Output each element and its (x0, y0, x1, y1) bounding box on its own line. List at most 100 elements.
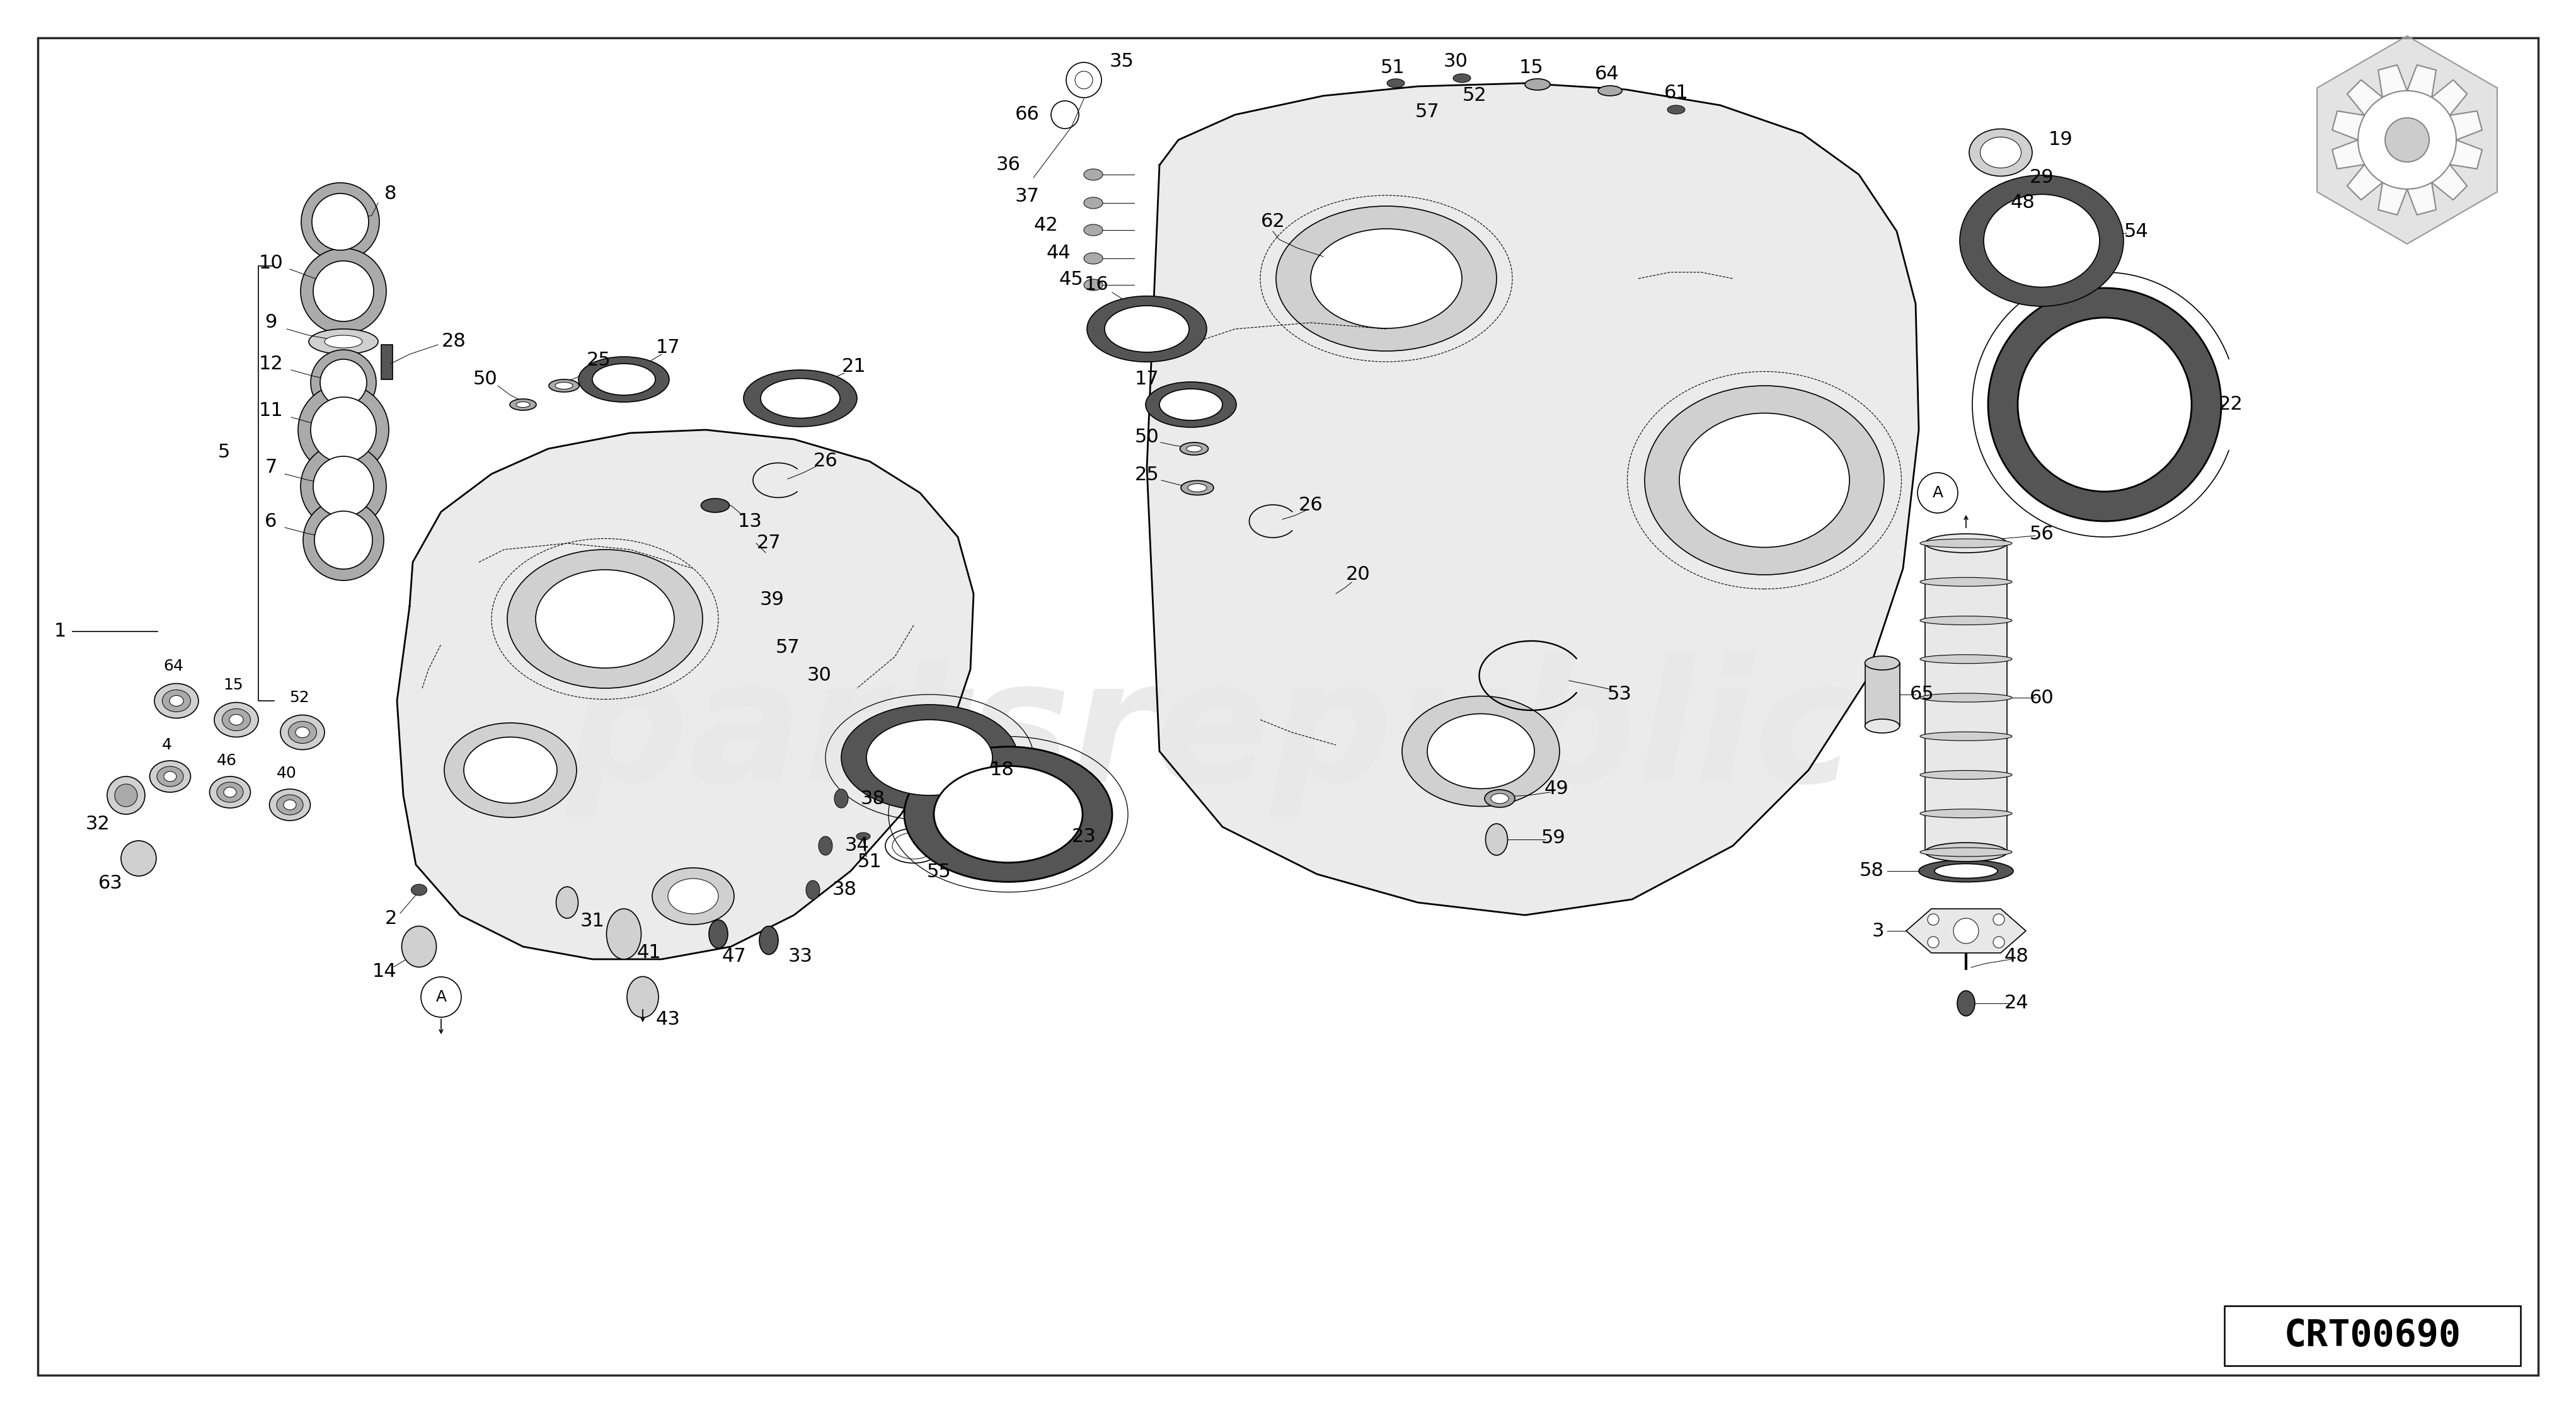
Text: 56: 56 (2030, 524, 2053, 543)
Text: 57: 57 (775, 639, 801, 657)
Text: 26: 26 (814, 452, 837, 471)
Ellipse shape (1919, 578, 2012, 586)
Ellipse shape (1667, 105, 1685, 114)
Text: 19: 19 (2048, 131, 2074, 148)
Text: 53: 53 (1607, 685, 1631, 704)
Ellipse shape (412, 885, 428, 896)
Text: 6: 6 (265, 512, 278, 530)
Polygon shape (2331, 65, 2483, 215)
Ellipse shape (1386, 79, 1404, 88)
Ellipse shape (1958, 540, 1976, 545)
Text: 8: 8 (384, 184, 397, 202)
Ellipse shape (296, 726, 309, 738)
Ellipse shape (216, 783, 242, 803)
Ellipse shape (1919, 861, 2014, 882)
Ellipse shape (1919, 810, 2012, 818)
Ellipse shape (510, 398, 536, 410)
Text: 26: 26 (1298, 496, 1324, 514)
Ellipse shape (1984, 195, 2099, 287)
Ellipse shape (314, 261, 374, 321)
Text: 45: 45 (1059, 271, 1084, 290)
Ellipse shape (1146, 382, 1236, 427)
Text: 59: 59 (1540, 829, 1566, 848)
Ellipse shape (1484, 790, 1515, 807)
Ellipse shape (1919, 538, 2012, 548)
Ellipse shape (1492, 794, 1510, 804)
Text: 31: 31 (580, 913, 605, 931)
Ellipse shape (667, 879, 719, 914)
Text: 29: 29 (2030, 168, 2053, 187)
Polygon shape (397, 430, 974, 959)
Ellipse shape (301, 444, 386, 530)
Circle shape (1953, 918, 1978, 944)
Text: 15: 15 (224, 677, 242, 692)
Text: 60: 60 (2030, 688, 2053, 706)
Ellipse shape (1680, 413, 1850, 547)
Ellipse shape (312, 350, 376, 415)
Text: 48: 48 (2004, 947, 2030, 965)
Ellipse shape (507, 550, 703, 688)
Text: 25: 25 (1133, 466, 1159, 485)
Bar (381, 345, 392, 380)
Text: 17: 17 (1133, 370, 1159, 389)
Ellipse shape (556, 383, 572, 389)
Ellipse shape (1180, 480, 1213, 495)
Ellipse shape (1924, 534, 2007, 552)
Ellipse shape (312, 194, 368, 250)
Ellipse shape (744, 370, 858, 427)
Text: 65: 65 (1909, 685, 1935, 704)
Bar (2226, 1306, 2519, 1366)
Ellipse shape (1525, 79, 1551, 90)
Text: 11: 11 (258, 401, 283, 420)
Ellipse shape (276, 794, 304, 815)
Ellipse shape (1958, 991, 1976, 1016)
Ellipse shape (1919, 770, 2012, 780)
Text: 41: 41 (636, 944, 662, 962)
Ellipse shape (229, 715, 242, 725)
Polygon shape (2316, 35, 2496, 244)
Ellipse shape (1960, 175, 2123, 307)
Text: 15: 15 (1520, 58, 1543, 76)
Text: 25: 25 (587, 352, 611, 370)
Ellipse shape (1427, 714, 1535, 788)
Ellipse shape (2017, 318, 2192, 492)
Text: 55: 55 (927, 863, 951, 882)
Text: 14: 14 (371, 962, 397, 981)
Ellipse shape (162, 690, 191, 712)
Text: 30: 30 (806, 667, 832, 685)
Ellipse shape (1084, 198, 1103, 209)
Ellipse shape (1188, 445, 1200, 452)
Ellipse shape (1087, 297, 1206, 362)
Text: 2: 2 (384, 909, 397, 927)
Text: 64: 64 (1595, 65, 1620, 83)
Ellipse shape (1453, 73, 1471, 82)
Text: 13: 13 (737, 512, 762, 530)
Ellipse shape (760, 926, 778, 955)
Ellipse shape (155, 684, 198, 718)
Ellipse shape (165, 771, 175, 781)
Text: 4: 4 (162, 738, 173, 753)
Text: 7: 7 (265, 458, 278, 476)
Text: 52: 52 (289, 690, 309, 705)
Text: 50: 50 (474, 370, 497, 389)
Text: 1: 1 (54, 622, 67, 640)
Ellipse shape (1919, 848, 2012, 856)
Ellipse shape (1486, 824, 1507, 855)
Text: 58: 58 (1860, 862, 1883, 880)
Ellipse shape (515, 401, 531, 407)
Text: 35: 35 (1110, 52, 1133, 71)
Ellipse shape (325, 335, 363, 348)
Text: 38: 38 (832, 880, 858, 899)
Ellipse shape (1968, 129, 2032, 177)
Ellipse shape (443, 723, 577, 818)
Text: 37: 37 (1015, 188, 1038, 206)
Ellipse shape (536, 569, 675, 668)
Ellipse shape (222, 709, 250, 731)
Ellipse shape (701, 499, 729, 513)
Ellipse shape (1643, 386, 1883, 575)
Circle shape (1927, 914, 1940, 926)
Ellipse shape (1947, 537, 1984, 548)
Ellipse shape (289, 721, 317, 743)
Ellipse shape (1935, 863, 1996, 879)
Ellipse shape (1084, 253, 1103, 264)
